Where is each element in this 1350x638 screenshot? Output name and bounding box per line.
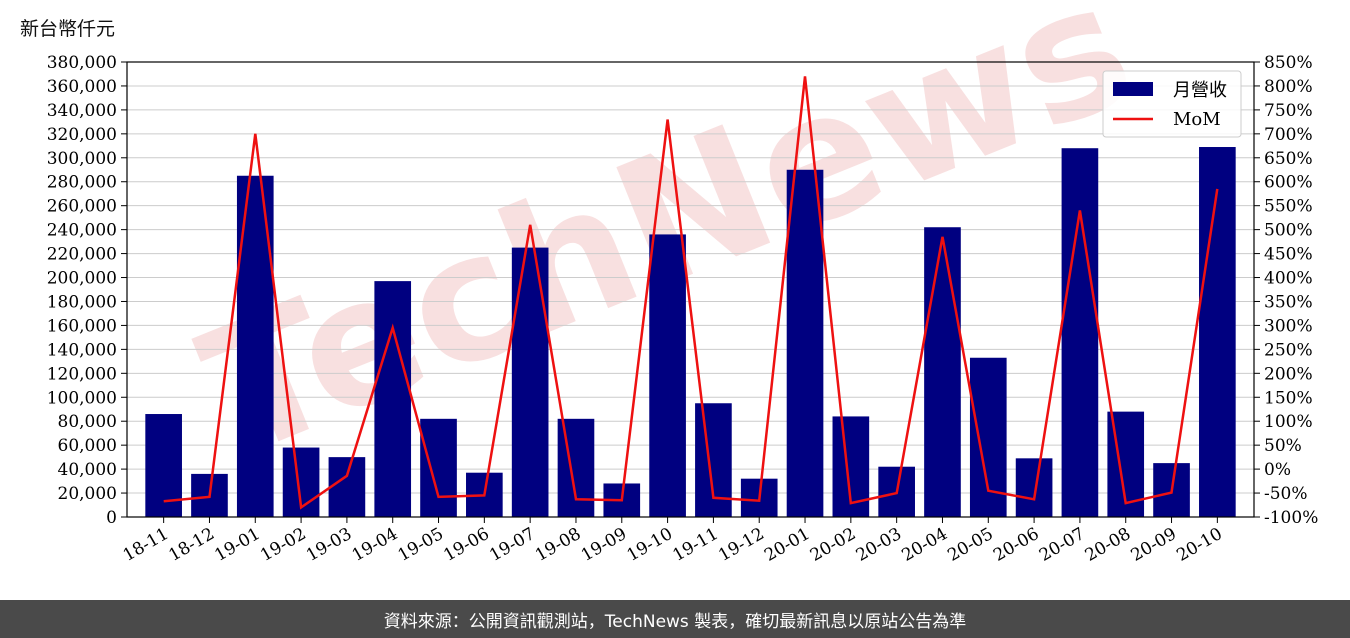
left-tick-label: 60,000 <box>58 436 117 456</box>
left-tick-label: 120,000 <box>47 364 117 384</box>
left-tick-label: 140,000 <box>47 340 117 360</box>
right-tick-label: -100% <box>1264 508 1318 528</box>
bar-series <box>145 147 1236 518</box>
left-tick-label: 80,000 <box>58 412 117 432</box>
legend: 月營收 MoM <box>1102 70 1242 138</box>
right-tick-label: 550% <box>1264 197 1313 217</box>
left-tick-label: 260,000 <box>47 197 117 217</box>
right-tick-label: 250% <box>1264 340 1313 360</box>
bar-19-03 <box>328 457 366 517</box>
x-tick-label: 18-12 <box>166 524 218 566</box>
left-tick-label: 220,000 <box>47 245 117 265</box>
bar-20-04 <box>924 227 961 517</box>
x-tick-label: 19-05 <box>395 524 447 566</box>
x-tick-label: 18-11 <box>120 524 172 566</box>
revenue-chart: TechNews 020,00040,00060,00080,000100,00… <box>47 0 1319 566</box>
x-tick-label: 19-06 <box>440 524 492 566</box>
x-tick-label: 20-04 <box>899 524 951 566</box>
left-tick-label: 360,000 <box>47 77 117 97</box>
mom-line <box>163 76 1219 510</box>
right-tick-label: 200% <box>1264 364 1313 384</box>
footer-source-text: 資料來源：公開資訊觀測站，TechNews 製表，確切最新訊息以原站公告為準 <box>383 611 967 632</box>
x-tick-label: 19-07 <box>486 524 538 566</box>
bar-20-07 <box>1061 148 1099 518</box>
x-tick-label: 19-04 <box>349 524 401 566</box>
right-tick-label: -50% <box>1264 484 1308 504</box>
legend-label-line: MoM <box>1173 109 1221 130</box>
mom-line-series <box>163 76 1219 510</box>
x-tick-label: 19-08 <box>532 524 584 566</box>
x-tick-label: 19-09 <box>578 524 630 566</box>
plot-frame <box>126 61 1255 518</box>
right-tick-label: 750% <box>1264 101 1313 121</box>
bar-19-10 <box>649 234 686 517</box>
x-tick-label: 19-03 <box>303 524 355 566</box>
left-tick-label: 0 <box>106 508 117 528</box>
right-tick-label: 500% <box>1264 221 1313 241</box>
x-tick-label: 20-02 <box>807 524 859 566</box>
bar-19-05 <box>420 418 457 517</box>
x-tick-label: 20-01 <box>761 524 813 566</box>
right-tick-label: 450% <box>1264 245 1313 265</box>
right-tick-label: 350% <box>1264 292 1313 312</box>
right-tick-label: 650% <box>1264 149 1313 169</box>
bar-19-11 <box>695 403 732 517</box>
x-tick-label: 19-11 <box>669 524 721 566</box>
x-tick-label: 20-07 <box>1036 524 1088 566</box>
right-tick-label: 600% <box>1264 173 1313 193</box>
right-tick-label: 800% <box>1264 77 1313 97</box>
right-tick-label: 50% <box>1264 436 1302 456</box>
legend-label-bar: 月營收 <box>1173 80 1227 101</box>
bar-19-07 <box>511 247 549 517</box>
x-tick-label: 20-09 <box>1128 524 1180 566</box>
right-tick-label: 100% <box>1264 412 1313 432</box>
left-tick-label: 300,000 <box>47 149 117 169</box>
bar-20-10 <box>1199 147 1236 517</box>
bar-18-11 <box>145 414 182 517</box>
right-tick-label: 400% <box>1264 269 1313 289</box>
x-tick-label: 20-08 <box>1082 524 1134 566</box>
bar-20-01 <box>786 169 824 517</box>
right-tick-label: 700% <box>1264 125 1313 145</box>
left-tick-label: 100,000 <box>47 388 117 408</box>
bar-20-06 <box>1015 458 1053 517</box>
left-tick-label: 280,000 <box>47 173 117 193</box>
bar-19-08 <box>557 418 595 517</box>
x-tick-label: 19-02 <box>257 524 309 566</box>
x-tick-label: 19-12 <box>715 524 767 566</box>
x-tick-label: 20-10 <box>1173 524 1225 566</box>
left-tick-label: 20,000 <box>58 484 117 504</box>
bar-19-04 <box>374 281 412 517</box>
x-tick-label: 20-03 <box>853 524 905 566</box>
source-footer: 資料來源：公開資訊觀測站，TechNews 製表，確切最新訊息以原站公告為準 <box>0 600 1350 638</box>
y-axis-unit-label: 新台幣仟元 <box>20 18 116 40</box>
right-tick-label: 300% <box>1264 316 1313 336</box>
left-tick-label: 180,000 <box>47 292 117 312</box>
left-tick-label: 380,000 <box>47 53 117 73</box>
right-tick-label: 850% <box>1264 53 1313 73</box>
left-tick-label: 240,000 <box>47 221 117 241</box>
left-tick-label: 320,000 <box>47 125 117 145</box>
legend-swatch-bar <box>1113 82 1153 96</box>
left-tick-label: 160,000 <box>47 316 117 336</box>
right-tick-label: 0% <box>1264 460 1291 480</box>
x-tick-label: 19-10 <box>624 524 676 566</box>
left-tick-label: 40,000 <box>58 460 117 480</box>
right-tick-label: 150% <box>1264 388 1313 408</box>
left-tick-label: 200,000 <box>47 269 117 289</box>
left-tick-label: 340,000 <box>47 101 117 121</box>
x-tick-label: 20-06 <box>990 524 1042 566</box>
x-tick-label: 19-01 <box>211 524 263 566</box>
x-tick-label: 20-05 <box>944 524 996 566</box>
